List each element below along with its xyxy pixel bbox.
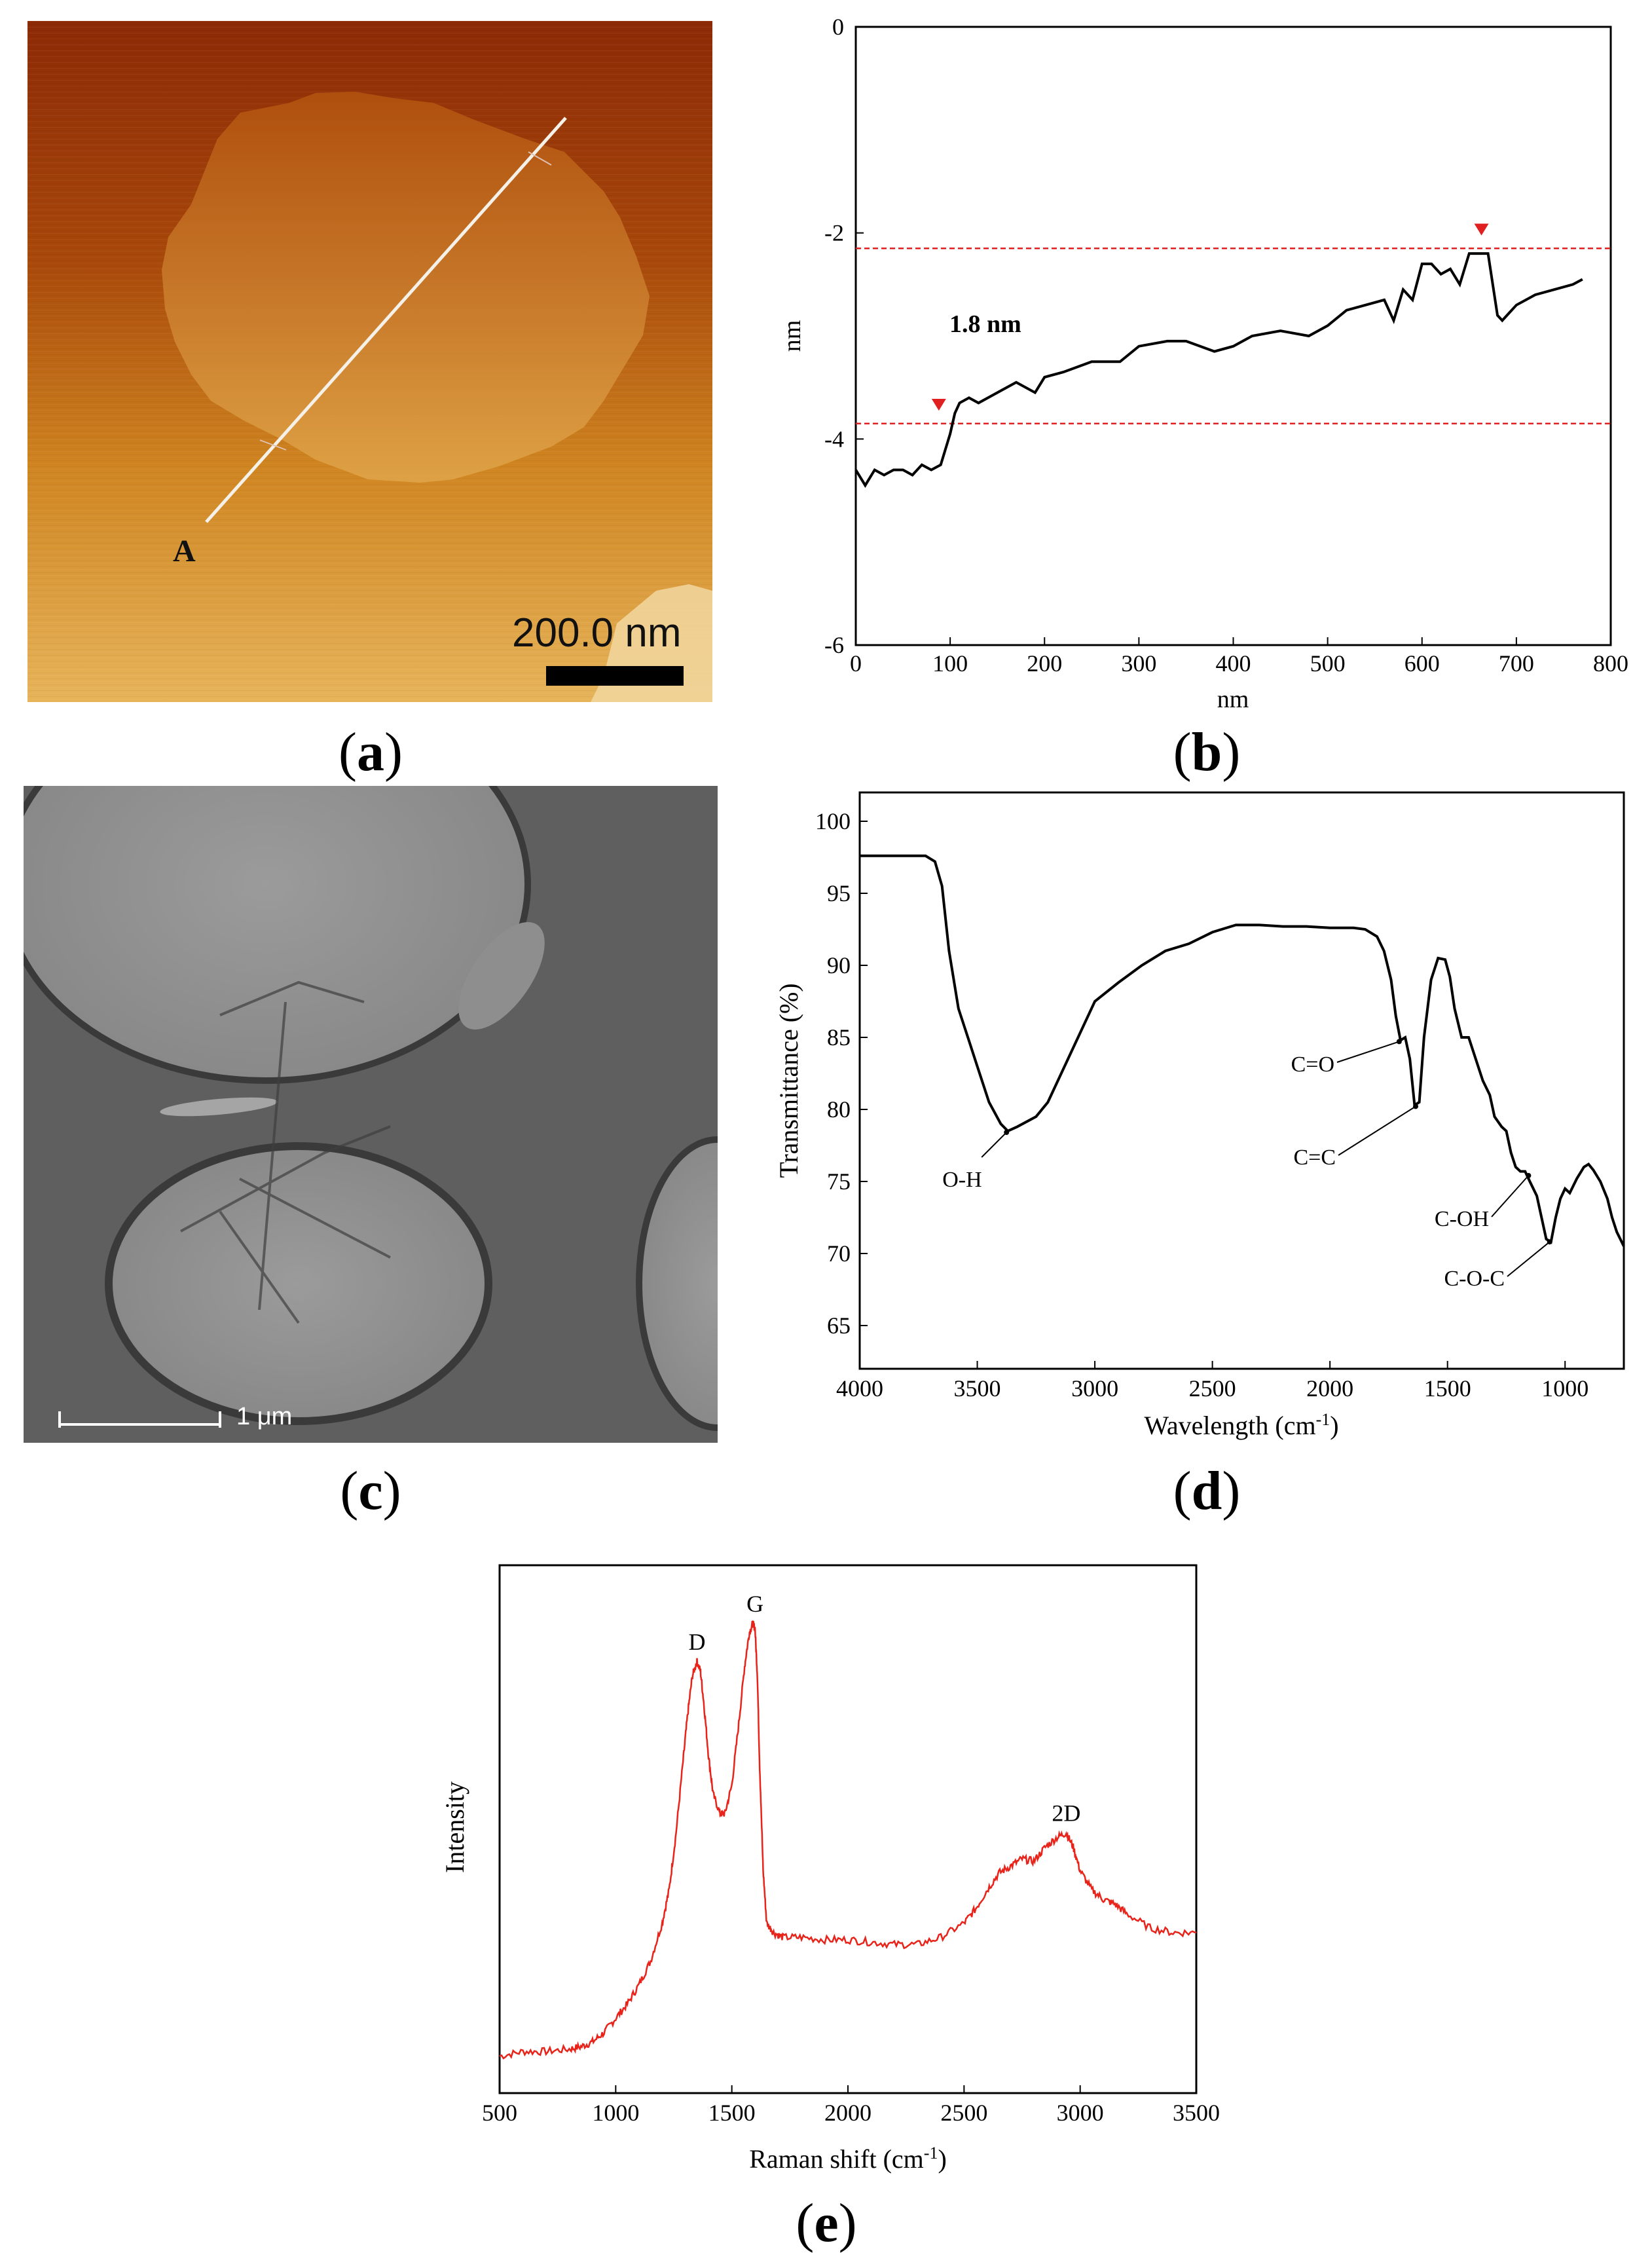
height-profile-line [854,252,1583,488]
x-axis-label: Raman shift (cm-1) [749,2144,947,2174]
x-tick-label: 700 [1499,650,1534,677]
x-tick-label: 600 [1404,650,1440,677]
x-tick-label: 3000 [1057,2100,1104,2126]
peak-label-twod: 2D [1052,1800,1080,1826]
y-axis-label: Transmittance (%) [774,983,803,1178]
afm-image-svg: A 200.0 nm [28,21,712,702]
y-tick-label: 0 [832,14,844,40]
caption-b: (b) [1173,722,1241,783]
panel-b-height-profile: 0 100 200 300 400 500 600 700 800 0 -2 -4 -6 1.8 nm … [760,7,1637,714]
afm-cursor-mark-2 [528,151,552,166]
annotation-arrow [1336,1041,1400,1063]
y-tick-label: -4 [824,426,844,452]
profile-line-label: A [173,534,196,568]
plot-frame [498,1564,1198,2094]
annotation-arrowhead [1396,1039,1402,1045]
peak-label-coh: C-OH [1435,1207,1489,1231]
x-axis-label: nm [1217,686,1249,713]
x-tick-label: 500 [1310,650,1346,677]
x-tick-label: 300 [1121,650,1156,677]
tem-image-svg: 1 μm [1,684,799,1443]
y-tick-label: -2 [824,220,844,246]
graphene-oxide-flake [162,92,650,483]
panel-d-ftir-spectrum: 4000 3500 3000 2500 2000 1500 1000 65 70 75 80 85 90… [766,779,1637,1454]
annotation-arrow [1491,1175,1530,1217]
raman-spectrum-line [499,1620,1197,2060]
cursor-marker [1474,223,1489,236]
step-height-annotation: 1.8 nm [949,310,1021,338]
plot-frame [858,791,1625,1370]
x-tick-label: 2500 [940,2100,987,2126]
y-axis-label: nm [779,320,806,352]
peak-label-co: C=O [1291,1052,1334,1077]
y-tick-label: -6 [824,632,844,658]
x-tick-label: 800 [1593,650,1628,677]
x-tick-label: 4000 [836,1375,883,1402]
y-tick-label: 70 [827,1240,851,1267]
y-tick-label: 75 [827,1168,851,1195]
panel-a-afm-image: A 200.0 nm [28,21,712,702]
cursor-marker [931,399,946,411]
y-tick-label: 95 [827,880,851,906]
annotation-arrowhead [1004,1130,1010,1135]
x-tick-label: 3500 [954,1375,1001,1402]
tem-wrinkles [180,980,391,1324]
y-tick-label: 80 [827,1096,851,1123]
peak-label-coc: C-O-C [1444,1267,1505,1291]
annotation-arrow [1507,1241,1551,1277]
x-axis-label: Wavelength (cm-1) [1144,1410,1338,1440]
afm-cursor-mark-1 [259,439,287,451]
afm-profile-line [205,117,567,523]
peak-label-cc: C=C [1293,1145,1336,1170]
scalebar [546,666,684,686]
tem-hole-bottom [105,1142,492,1425]
y-axis-label: Intensity [440,1781,469,1873]
x-tick-label: 500 [482,2100,517,2126]
x-tick-label: 3000 [1071,1375,1118,1402]
y-tick-label: 90 [827,952,851,978]
caption-a: (a) [339,722,403,783]
x-tick-label: 2000 [1306,1375,1353,1402]
annotation-arrowhead [1526,1173,1532,1178]
raman-chart: 500 1000 1500 2000 2500 3000 3500 D G 2D Raman s… [440,1564,1220,2174]
x-tick-label: 3500 [1173,2100,1220,2126]
panel-c-tem-image: 1 μm [1,684,799,1443]
x-tick-label: 1000 [1541,1375,1588,1402]
panel-e-raman-spectrum: 500 1000 1500 2000 2500 3000 3500 D G 2D Raman s… [432,1559,1231,2187]
x-tick-label: 0 [850,650,862,677]
annotation-arrowhead [1547,1239,1552,1245]
tem-small-streak [160,1097,278,1117]
x-tick-label: 100 [932,650,968,677]
x-tick-label: 200 [1027,650,1062,677]
tem-small-ellipse [458,922,545,1030]
x-tick-label: 2500 [1189,1375,1236,1402]
x-tick-label: 400 [1216,650,1251,677]
ftir-chart: 4000 3500 3000 2500 2000 1500 1000 65 70 75 80 85 90… [774,791,1625,1440]
caption-d: (d) [1173,1460,1241,1521]
peak-label-d: D [688,1629,705,1655]
x-tick-label: 1000 [592,2100,639,2126]
peak-label-oh: O-H [942,1168,982,1192]
annotation-arrowhead [1413,1104,1419,1109]
y-tick-label: 65 [827,1312,851,1339]
annotation-arrow [1338,1105,1416,1156]
annotation-arrow [981,1132,1007,1158]
y-tick-label: 100 [815,808,851,834]
tem-scalebar-label: 1 μm [236,1403,292,1430]
x-tick-label: 1500 [1424,1375,1471,1402]
peak-label-g: G [746,1591,763,1617]
scalebar-label: 200.0 nm [512,610,682,656]
caption-c: (c) [340,1460,401,1521]
x-tick-label: 1500 [708,2100,756,2126]
y-tick-label: 85 [827,1024,851,1050]
caption-e: (e) [796,2193,857,2254]
x-tick-label: 2000 [824,2100,872,2126]
